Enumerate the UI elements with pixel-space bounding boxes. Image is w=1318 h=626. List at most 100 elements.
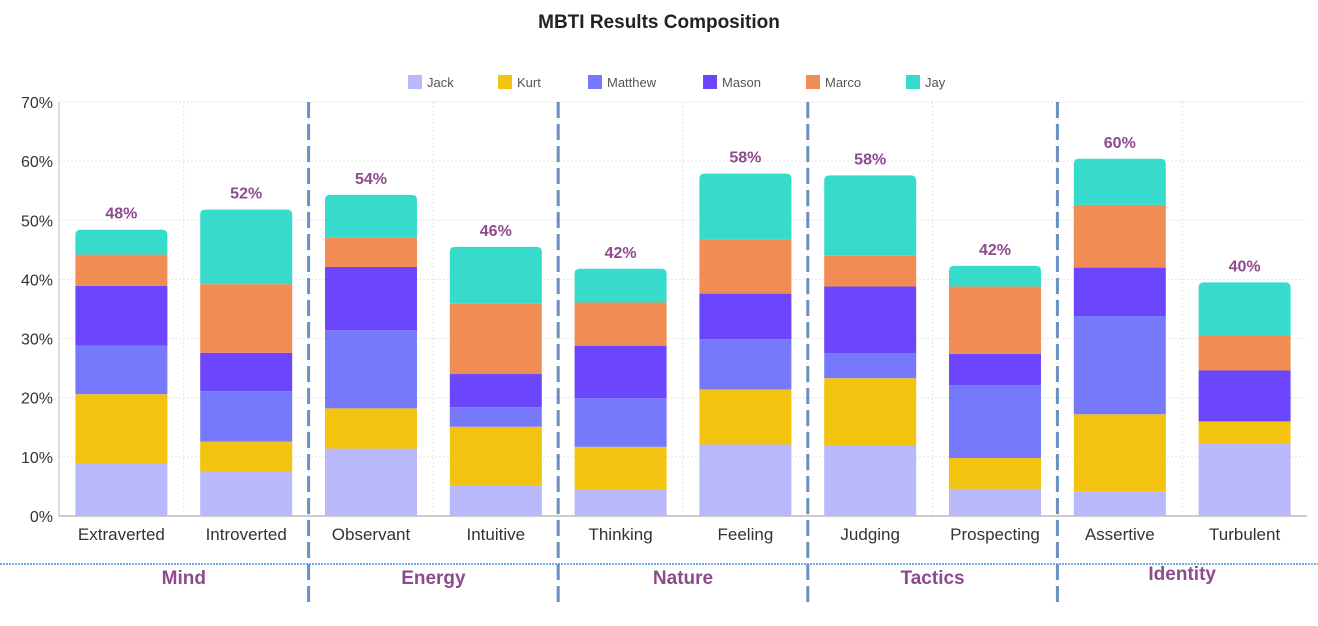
legend-label-matthew: Matthew <box>607 75 657 90</box>
x-tick-label: Observant <box>332 525 411 544</box>
x-tick-label: Assertive <box>1085 525 1155 544</box>
bar-segment-jack <box>325 448 417 516</box>
y-tick-label: 20% <box>21 391 53 408</box>
legend-swatch-marco <box>806 75 820 89</box>
bar-segment-jack <box>75 463 168 516</box>
bar-segment-matthew <box>200 391 293 442</box>
bar-total-label: 52% <box>230 186 262 203</box>
bar-segment-jack <box>449 485 542 516</box>
bar-segment-marco <box>699 239 792 294</box>
y-tick-label: 0% <box>30 509 53 526</box>
bar-segment-mason <box>1073 267 1166 317</box>
group-label-tactics: Tactics <box>901 568 965 589</box>
bar-segment-matthew <box>75 345 168 395</box>
bar-segment-jack <box>824 445 917 516</box>
y-tick-label: 50% <box>21 213 53 230</box>
bar-segment-matthew <box>1073 316 1166 415</box>
bar-segment-kurt <box>1198 421 1291 444</box>
bar-segment-mason <box>200 352 293 392</box>
y-tick-label: 10% <box>21 450 53 467</box>
bar-total-label: 60% <box>1104 135 1136 152</box>
legend-label-kurt: Kurt <box>517 75 541 90</box>
bar-segment-marco <box>1198 335 1291 371</box>
bar-total-label: 42% <box>979 242 1011 259</box>
y-tick-label: 70% <box>21 95 53 112</box>
y-tick-label: 40% <box>21 272 53 289</box>
group-label-identity: Identity <box>1148 564 1216 585</box>
x-tick-label: Introverted <box>206 525 287 544</box>
bar-segment-mason <box>574 345 667 399</box>
x-tick-label: Judging <box>840 525 900 544</box>
bar-segment-matthew <box>824 353 917 379</box>
bar-segment-mason <box>1198 370 1291 422</box>
legend-label-marco: Marco <box>825 75 861 90</box>
legend-swatch-mason <box>703 75 717 89</box>
bar-segment-marco <box>1073 204 1166 268</box>
bar-total-label: 42% <box>605 245 637 262</box>
bar-segment-jack <box>699 444 792 516</box>
bar-segment-kurt <box>200 441 293 472</box>
bar-segment-marco <box>75 254 168 286</box>
bar-segment-matthew <box>574 398 667 447</box>
bar-segment-marco <box>824 255 917 287</box>
legend-swatch-jack <box>408 75 422 89</box>
bar-segment-mason <box>699 293 792 340</box>
group-label-mind: Mind <box>162 568 206 589</box>
x-tick-label: Intuitive <box>467 525 526 544</box>
legend-swatch-matthew <box>588 75 602 89</box>
bar-total-label: 46% <box>480 223 512 240</box>
bar-segment-jay <box>1198 282 1291 336</box>
legend-label-mason: Mason <box>722 75 761 90</box>
bar-segment-matthew <box>325 330 417 409</box>
bar-segment-jay <box>699 173 792 240</box>
bar-total-label: 48% <box>105 206 137 223</box>
group-label-energy: Energy <box>401 568 466 589</box>
bar-segment-matthew <box>949 385 1041 459</box>
bar-segment-jay <box>1073 158 1166 205</box>
bar-segment-marco <box>949 286 1041 354</box>
bar-segment-kurt <box>574 446 667 490</box>
y-tick-label: 30% <box>21 332 53 349</box>
bar-total-label: 40% <box>1229 258 1261 275</box>
bar-segment-jay <box>574 268 667 303</box>
bar-segment-jay <box>75 229 168 255</box>
bar-segment-mason <box>325 267 417 331</box>
bar-segment-kurt <box>325 408 417 449</box>
x-tick-label: Thinking <box>588 525 652 544</box>
legend-swatch-kurt <box>498 75 512 89</box>
bar-segment-mason <box>75 285 168 346</box>
bar-segment-matthew <box>449 407 542 427</box>
x-tick-label: Turbulent <box>1209 525 1280 544</box>
x-tick-label: Prospecting <box>950 525 1040 544</box>
bar-segment-marco <box>449 303 542 375</box>
bar-segment-mason <box>449 374 542 408</box>
bar-segment-jay <box>200 209 293 285</box>
legend: Jack Kurt Matthew Mason Marco Jay <box>408 75 946 90</box>
bar-segment-marco <box>200 284 293 353</box>
legend-swatch-jay <box>906 75 920 89</box>
bar-segment-jay <box>325 194 417 238</box>
bar-segment-kurt <box>75 394 168 464</box>
bar-segment-jay <box>949 265 1041 287</box>
labels: 48% Extraverted 52% Introverted 54% Observant… <box>78 135 1281 589</box>
axes: 0% 10% 20% 30% 40% 50% 60% 70% <box>0 95 1318 606</box>
bar-segment-marco <box>325 237 417 268</box>
bar-segment-marco <box>574 302 667 346</box>
bar-segment-jack <box>200 471 293 516</box>
bar-segment-matthew <box>699 339 792 390</box>
legend-label-jay: Jay <box>925 75 946 90</box>
x-tick-label: Feeling <box>718 525 774 544</box>
bar-segment-jay <box>449 246 542 304</box>
bar-total-label: 58% <box>854 151 886 168</box>
bar-total-label: 58% <box>729 150 761 167</box>
bar-segment-jack <box>949 488 1041 516</box>
bar-segment-kurt <box>699 389 792 445</box>
x-tick-label: Extraverted <box>78 525 165 544</box>
group-label-nature: Nature <box>653 568 713 589</box>
y-tick-label: 60% <box>21 154 53 171</box>
bar-segment-mason <box>949 353 1041 386</box>
bar-segment-kurt <box>1073 414 1166 492</box>
bar-segment-jack <box>1073 491 1166 516</box>
